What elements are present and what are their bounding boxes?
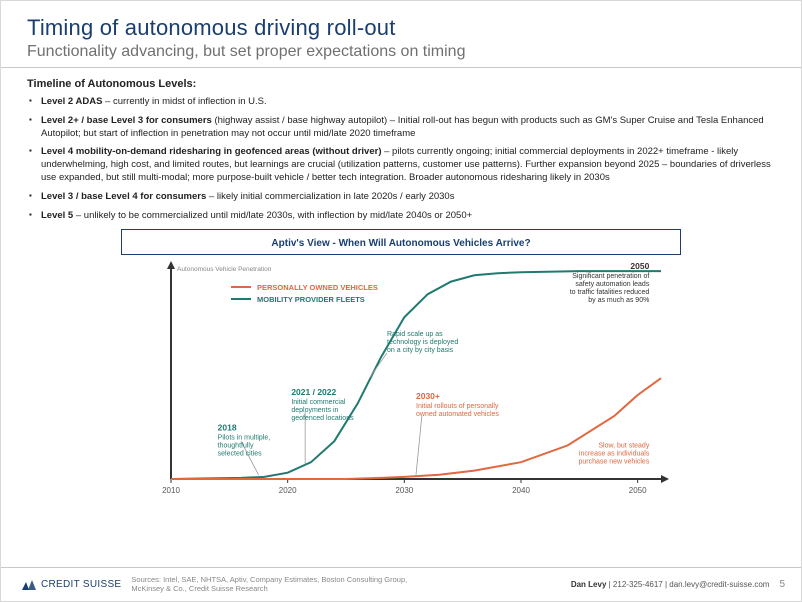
item-text: – unlikely to be commercialized until mi… <box>73 210 472 221</box>
adoption-chart: 2010 2020 2030 2040 2050 Autonomous Vehicle P… <box>121 255 681 505</box>
footer: CREDIT SUISSE Sources: Intel, SAE, NHTSA… <box>1 567 801 601</box>
svg-text:2021 / 2022: 2021 / 2022 <box>291 387 336 397</box>
item-bold: Level 5 <box>41 210 73 221</box>
svg-text:safety automation leads: safety automation leads <box>575 281 649 288</box>
timeline-heading: Timeline of Autonomous Levels: <box>27 78 775 90</box>
item-bold: Level 2 ADAS <box>41 96 102 107</box>
svg-text:thoughtfully: thoughtfully <box>218 442 254 449</box>
svg-text:MOBILITY PROVIDER FLEETS: MOBILITY PROVIDER FLEETS <box>257 295 365 304</box>
chart-container: Aptiv's View - When Will Autonomous Vehi… <box>121 229 681 505</box>
contact: Dan Levy | 212-325-4617 | dan.levy@credi… <box>571 580 770 589</box>
svg-text:2050: 2050 <box>629 486 647 495</box>
svg-text:2040: 2040 <box>512 486 530 495</box>
svg-text:owned automated vehicles: owned automated vehicles <box>416 411 499 418</box>
footer-inner: CREDIT SUISSE Sources: Intel, SAE, NHTSA… <box>1 568 801 601</box>
svg-text:increase as individuals: increase as individuals <box>579 450 650 457</box>
item-text: – currently in midst of inflection in U.… <box>102 96 266 107</box>
sources-text: Sources: Intel, SAE, NHTSA, Aptiv, Compa… <box>131 576 407 593</box>
svg-text:geofenced locations: geofenced locations <box>291 415 354 422</box>
list-item: Level 3 / base Level 4 for consumers – l… <box>27 191 775 204</box>
slide: Timing of autonomous driving roll-out Fu… <box>0 0 802 602</box>
svg-text:selected cities: selected cities <box>218 450 262 457</box>
page-number: 5 <box>779 579 785 590</box>
footer-right: Dan Levy | 212-325-4617 | dan.levy@credi… <box>571 579 785 590</box>
item-text: – likely initial commercialization in la… <box>206 191 454 202</box>
svg-text:Autonomous Vehicle Penetration: Autonomous Vehicle Penetration <box>177 266 272 273</box>
svg-text:2030: 2030 <box>395 486 413 495</box>
page-subtitle: Functionality advancing, but set proper … <box>27 43 775 61</box>
svg-text:2020: 2020 <box>279 486 297 495</box>
svg-text:by as much as 90%: by as much as 90% <box>588 297 649 304</box>
logo-icon <box>21 578 37 592</box>
svg-text:purchase new vehicles: purchase new vehicles <box>579 458 650 465</box>
list-item: Level 4 mobility-on-demand ridesharing i… <box>27 146 775 184</box>
item-bold: Level 2+ / base Level 3 for consumers <box>41 115 212 126</box>
timeline-list: Level 2 ADAS – currently in midst of inf… <box>27 96 775 223</box>
svg-text:deployments in: deployments in <box>291 407 338 414</box>
svg-text:Pilots in multiple,: Pilots in multiple, <box>218 434 271 441</box>
svg-text:to traffic fatalities reduced: to traffic fatalities reduced <box>570 289 650 296</box>
svg-text:2050: 2050 <box>630 261 649 271</box>
svg-text:PERSONALLY OWNED VEHICLES: PERSONALLY OWNED VEHICLES <box>257 283 378 292</box>
footer-left: CREDIT SUISSE Sources: Intel, SAE, NHTSA… <box>21 576 407 593</box>
svg-text:Rapid scale up as: Rapid scale up as <box>387 331 443 338</box>
header: Timing of autonomous driving roll-out Fu… <box>1 1 801 68</box>
chart-title: Aptiv's View - When Will Autonomous Vehi… <box>271 238 530 249</box>
svg-text:2010: 2010 <box>162 486 180 495</box>
svg-text:Slow, but steady: Slow, but steady <box>598 442 649 449</box>
svg-text:2030+: 2030+ <box>416 391 440 401</box>
svg-text:technology is deployed: technology is deployed <box>387 339 458 346</box>
svg-text:Significant penetration of: Significant penetration of <box>572 273 649 280</box>
svg-text:Initial rollouts of personally: Initial rollouts of personally <box>416 403 499 410</box>
contact-details: | 212-325-4617 | dan.levy@credit-suisse.… <box>606 580 769 589</box>
content: Timeline of Autonomous Levels: Level 2 A… <box>1 68 801 505</box>
chart-title-box: Aptiv's View - When Will Autonomous Vehi… <box>121 229 681 255</box>
item-bold: Level 4 mobility-on-demand ridesharing i… <box>41 146 381 157</box>
list-item: Level 5 – unlikely to be commercialized … <box>27 210 775 223</box>
logo-text: CREDIT SUISSE <box>41 579 121 590</box>
contact-name: Dan Levy <box>571 580 607 589</box>
list-item: Level 2+ / base Level 3 for consumers (h… <box>27 115 775 141</box>
svg-text:2018: 2018 <box>218 422 237 432</box>
list-item: Level 2 ADAS – currently in midst of inf… <box>27 96 775 109</box>
logo: CREDIT SUISSE <box>21 578 121 592</box>
page-title: Timing of autonomous driving roll-out <box>27 15 775 41</box>
item-bold: Level 3 / base Level 4 for consumers <box>41 191 206 202</box>
svg-text:on a city by city basis: on a city by city basis <box>387 347 454 354</box>
svg-text:Initial commercial: Initial commercial <box>291 399 346 406</box>
